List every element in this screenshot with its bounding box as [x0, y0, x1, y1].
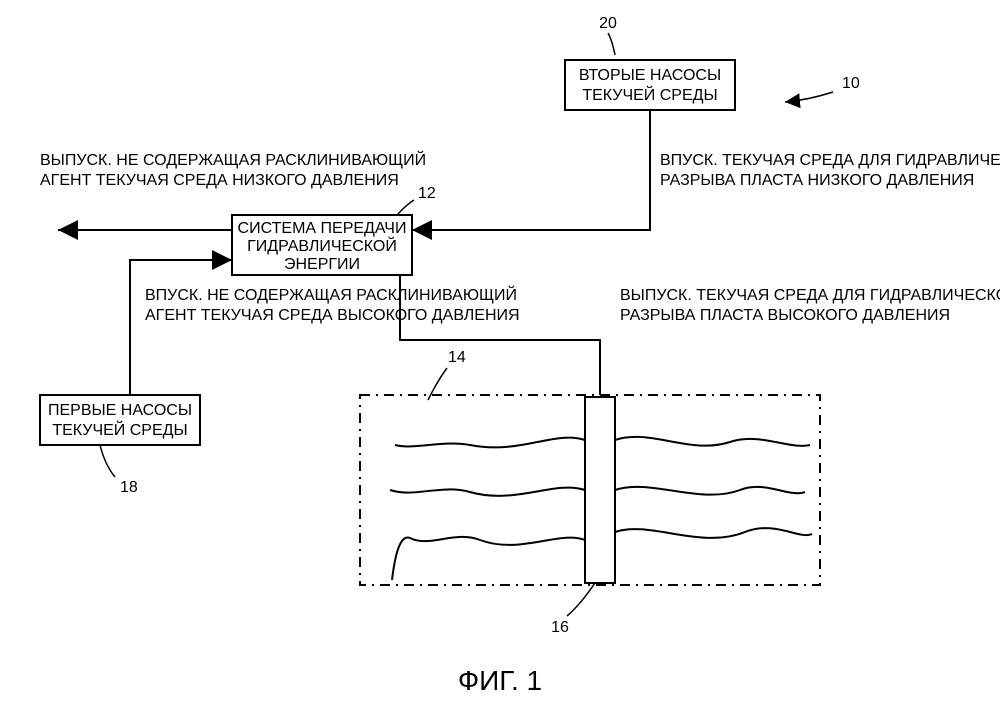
arrow-inlet-high-clean — [130, 260, 232, 395]
ref-10: 10 — [842, 75, 860, 92]
ref-16: 16 — [551, 619, 569, 636]
flow-inlet-low-frac-l1: ВПУСК. ТЕКУЧАЯ СРЕДА ДЛЯ ГИДРАВЛИЧЕСКОГО — [660, 152, 1000, 169]
leader-10 — [785, 92, 833, 102]
flow-outlet-low-clean-l2: АГЕНТ ТЕКУЧАЯ СРЕДА НИЗКОГО ДАВЛЕНИЯ — [40, 172, 399, 189]
hes-l3: ЭНЕРГИИ — [284, 256, 360, 273]
ref-18: 18 — [120, 479, 138, 496]
diagram-canvas: ВТОРЫЕ НАСОСЫ ТЕКУЧЕЙ СРЕДЫ 20 10 ВПУСК.… — [0, 0, 1000, 708]
flow-inlet-high-clean-l1: ВПУСК. НЕ СОДЕРЖАЩАЯ РАСКЛИНИВАЮЩИЙ — [145, 285, 517, 304]
ref-20: 20 — [599, 15, 617, 32]
first-pumps-l2: ТЕКУЧЕЙ СРЕДЫ — [52, 420, 187, 439]
hes-block: СИСТЕМА ПЕРЕДАЧИ ГИДРАВЛИЧЕСКОЙ ЭНЕРГИИ — [232, 215, 412, 275]
leader-12 — [398, 200, 414, 214]
second-pumps-label-l1: ВТОРЫЕ НАСОСЫ — [579, 67, 721, 84]
leader-18 — [100, 445, 115, 477]
first-pumps-block: ПЕРВЫЕ НАСОСЫ ТЕКУЧЕЙ СРЕДЫ — [40, 395, 200, 445]
arrow-inlet-low-frac — [412, 110, 650, 230]
ref-14: 14 — [448, 349, 466, 366]
second-pumps-block: ВТОРЫЕ НАСОСЫ ТЕКУЧЕЙ СРЕДЫ — [565, 60, 735, 110]
flow-outlet-high-frac-l1: ВЫПУСК. ТЕКУЧАЯ СРЕДА ДЛЯ ГИДРАВЛИЧЕСКОГ… — [620, 287, 1000, 304]
ref-12: 12 — [418, 185, 436, 202]
wellbore — [585, 397, 615, 583]
first-pumps-l1: ПЕРВЫЕ НАСОСЫ — [48, 402, 192, 419]
leader-20 — [608, 33, 615, 55]
flow-outlet-high-frac-l2: РАЗРЫВА ПЛАСТА ВЫСОКОГО ДАВЛЕНИЯ — [620, 307, 950, 324]
second-pumps-label-l2: ТЕКУЧЕЙ СРЕДЫ — [582, 85, 717, 104]
flow-outlet-low-clean-l1: ВЫПУСК. НЕ СОДЕРЖАЩАЯ РАСКЛИНИВАЮЩИЙ — [40, 150, 426, 169]
flow-inlet-high-clean-l2: АГЕНТ ТЕКУЧАЯ СРЕДА ВЫСОКОГО ДАВЛЕНИЯ — [145, 307, 520, 324]
hes-l1: СИСТЕМА ПЕРЕДАЧИ — [238, 220, 407, 237]
leader-16 — [567, 583, 595, 616]
flow-inlet-low-frac-l2: РАЗРЫВА ПЛАСТА НИЗКОГО ДАВЛЕНИЯ — [660, 172, 974, 189]
figure-label: ФИГ. 1 — [458, 665, 542, 696]
hes-l2: ГИДРАВЛИЧЕСКОЙ — [247, 236, 397, 255]
